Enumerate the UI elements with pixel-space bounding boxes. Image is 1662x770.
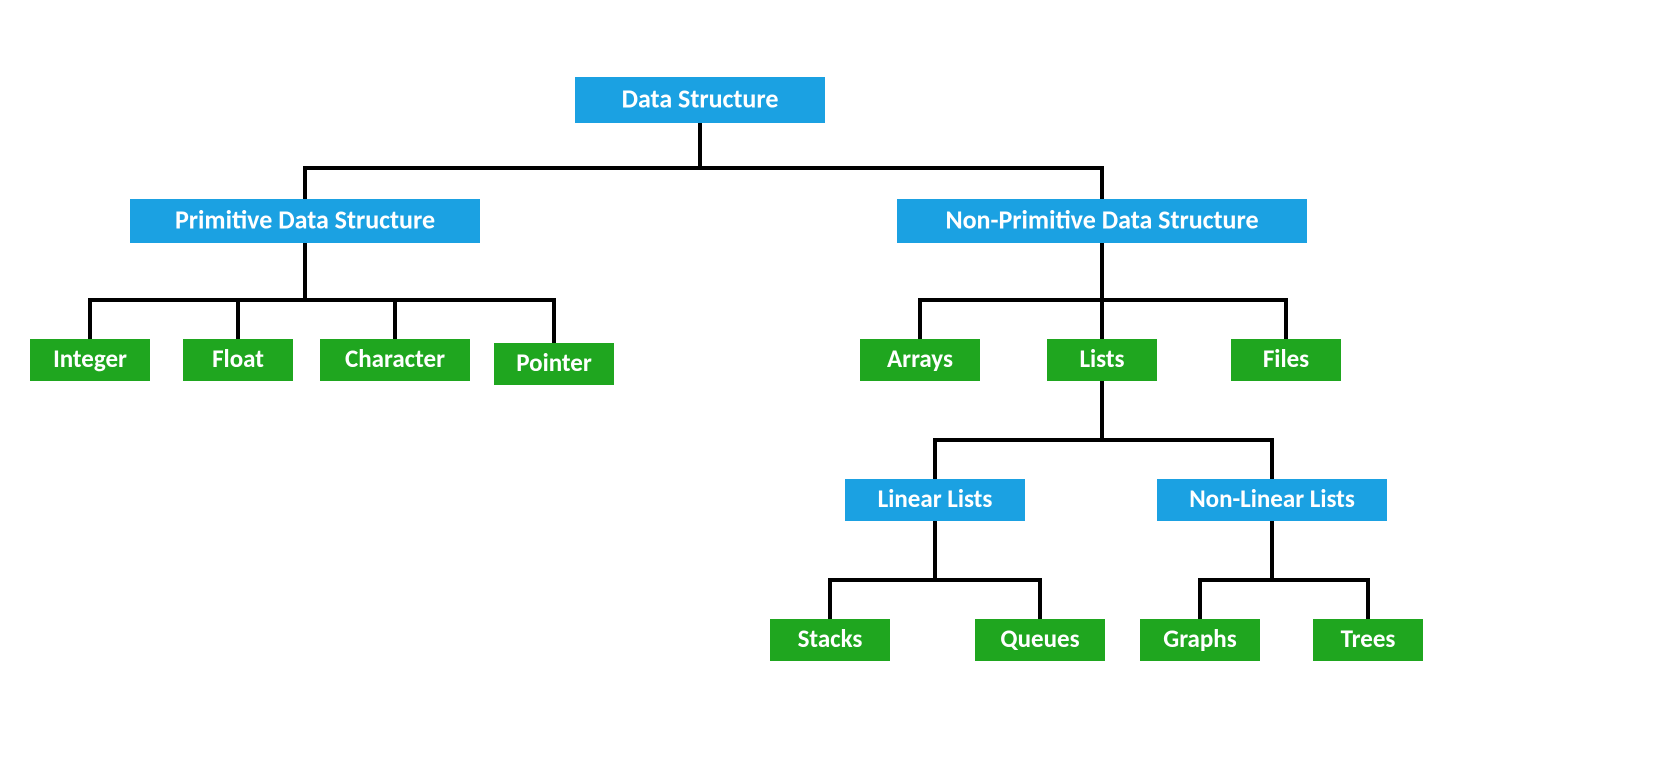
node-label-root: Data Structure: [622, 82, 779, 114]
node-files: Files: [1231, 339, 1341, 381]
node-queues: Queues: [975, 619, 1105, 661]
data-structure-tree-diagram: Data Structure Primitive Data Structure No…: [0, 0, 1662, 770]
node-root: Data Structure: [575, 77, 825, 123]
node-stacks: Stacks: [770, 619, 890, 661]
node-label-queues: Queues: [1000, 623, 1079, 654]
node-label-pointer: Pointer: [516, 347, 592, 378]
node-linear: Linear Lists: [845, 479, 1025, 521]
node-pointer: Pointer: [494, 343, 614, 385]
node-label-files: Files: [1263, 343, 1309, 374]
node-label-primitive: Primitive Data Structure: [175, 203, 435, 235]
node-label-character: Character: [345, 343, 445, 374]
node-label-stacks: Stacks: [798, 623, 863, 654]
tree-nodes: Data Structure Primitive Data Structure No…: [30, 77, 1423, 661]
node-primitive: Primitive Data Structure: [130, 199, 480, 243]
node-label-graphs: Graphs: [1163, 623, 1236, 654]
node-label-integer: Integer: [53, 343, 127, 374]
node-label-nonprimitive: Non-Primitive Data Structure: [945, 203, 1258, 235]
node-label-trees: Trees: [1341, 623, 1396, 654]
node-nonlinear: Non-Linear Lists: [1157, 479, 1387, 521]
node-arrays: Arrays: [860, 339, 980, 381]
node-float: Float: [183, 339, 293, 381]
node-lists: Lists: [1047, 339, 1157, 381]
node-character: Character: [320, 339, 470, 381]
node-label-float: Float: [212, 343, 264, 374]
node-label-linear: Linear Lists: [878, 483, 993, 514]
node-trees: Trees: [1313, 619, 1423, 661]
node-integer: Integer: [30, 339, 150, 381]
node-label-lists: Lists: [1079, 343, 1124, 374]
node-nonprimitive: Non-Primitive Data Structure: [897, 199, 1307, 243]
node-label-arrays: Arrays: [887, 343, 953, 374]
node-label-nonlinear: Non-Linear Lists: [1189, 483, 1355, 514]
node-graphs: Graphs: [1140, 619, 1260, 661]
